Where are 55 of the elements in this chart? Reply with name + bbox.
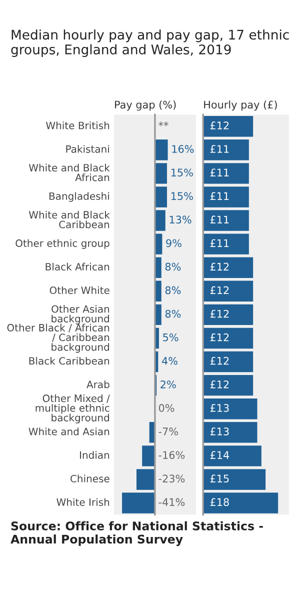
data-label: 15% (171, 192, 193, 200)
data-label: £11 (210, 192, 229, 200)
data-label: £12 (210, 380, 229, 388)
data-label: £12 (210, 356, 229, 365)
data-label: £12 (210, 333, 229, 342)
y-tick-label: White and Asian (28, 428, 110, 436)
data-label: 2% (160, 380, 176, 388)
data-label: £18 (210, 498, 229, 506)
y-tick-label: Arab (86, 380, 110, 388)
y-tick-label: White Irish (56, 498, 110, 506)
data-label: 8% (165, 286, 181, 294)
y-tick-label: White British (46, 122, 110, 130)
data-label: 0% (158, 404, 174, 412)
y-tick-label: Pakistani (66, 145, 109, 153)
y-tick-label: White and Black Caribbean (28, 210, 110, 228)
y-tick-label: Other Black / African / Caribbean background (7, 324, 110, 353)
y-tick-label: Black Caribbean (29, 356, 110, 365)
data-label: £13 (210, 404, 229, 412)
y-tick-label: Indian (80, 451, 110, 459)
data-label: -7% (158, 428, 178, 436)
data-label: £14 (210, 451, 230, 459)
x-axis-title: Pay gap (%) (115, 100, 176, 111)
y-tick-label: Other ethnic group (16, 239, 110, 249)
data-label: 8% (165, 262, 181, 271)
data-label: £15 (210, 474, 229, 483)
data-label: 8% (165, 310, 181, 318)
source-note: Source: Office for National Statistics - Annual Population Survey (10, 521, 263, 546)
text: ** (158, 122, 168, 126)
data-label: 16% (172, 145, 194, 153)
chart-title: Median hourly pay and pay gap, 17 ethnic groups, England and Wales, 2019 (11, 29, 289, 57)
data-label: £11 (210, 145, 229, 153)
data-label: 4% (162, 356, 178, 365)
data-label: 13% (170, 216, 192, 224)
data-label: £12 (210, 262, 229, 270)
data-label: £11 (210, 216, 229, 224)
y-tick-label: Other Asian background (52, 305, 110, 324)
y-tick-label: White and Black African (28, 164, 110, 182)
y-tick-label: Bangladeshi (49, 192, 109, 202)
data-label: 15% (171, 168, 193, 176)
y-tick-label: Other White (50, 286, 110, 294)
data-label: 9% (166, 239, 182, 248)
y-tick-label: Chinese (70, 474, 110, 482)
y-tick-label: Black African (46, 262, 110, 271)
data-label: 5% (163, 333, 178, 342)
data-label: £12 (210, 310, 229, 318)
data-label: -23% (158, 474, 185, 483)
data-label: £11 (210, 168, 229, 176)
data-label: -41% (158, 498, 185, 506)
data-label: £12 (210, 122, 229, 130)
data-label: £13 (210, 428, 229, 436)
data-label: -16% (158, 451, 185, 459)
data-label: £11 (210, 239, 229, 247)
y-tick-label: Other Mixed / multiple ethnic background (36, 394, 110, 424)
data-label: £12 (210, 286, 229, 294)
x-axis-title: Hourly pay (£) (204, 100, 277, 111)
